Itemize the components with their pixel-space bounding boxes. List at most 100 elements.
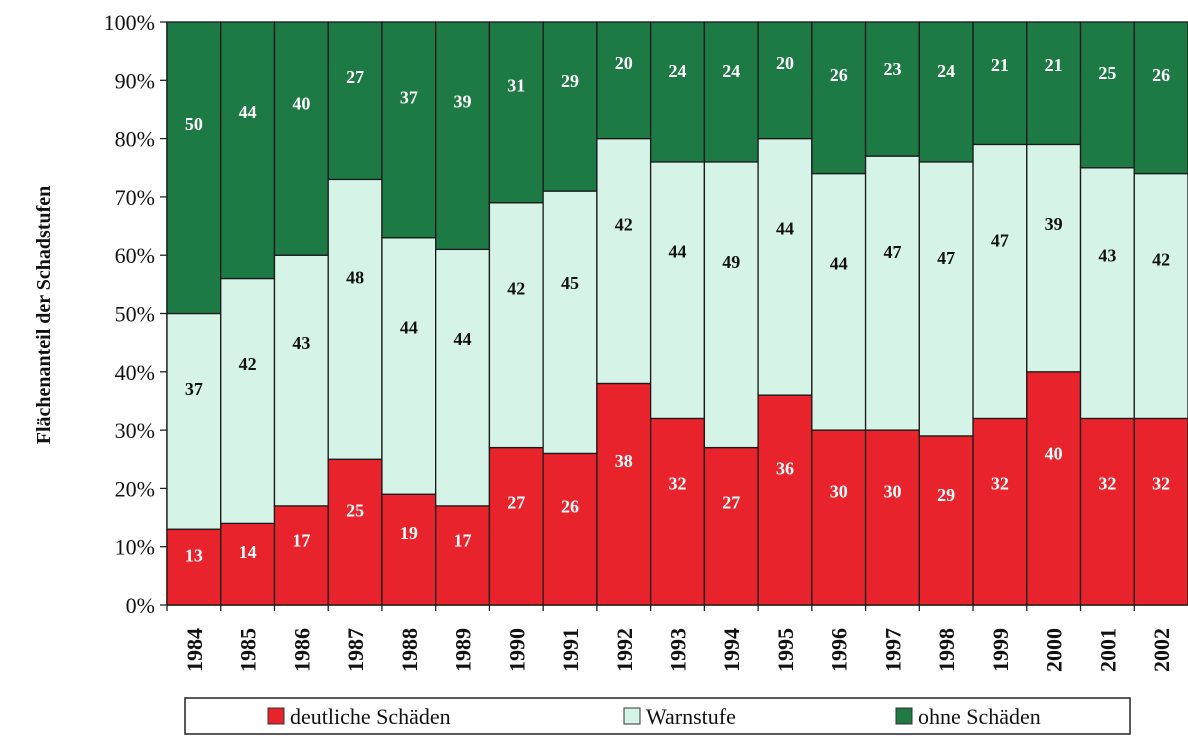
data-label-ohne-schaeden-1996: 26 (830, 65, 848, 85)
data-label-ohne-schaeden-1993: 24 (669, 61, 687, 81)
data-label-ohne-schaeden-2001: 25 (1098, 63, 1116, 83)
data-label-ohne-schaeden-1985: 44 (239, 102, 257, 122)
bar-segment-deutliche-schaeden-1986 (273, 505, 329, 606)
legend-swatch-deutliche-schaeden (267, 707, 285, 725)
bar-segment-deutliche-schaeden-1988 (381, 493, 437, 606)
bar-segment-ohne-schaeden-1999 (972, 21, 1028, 146)
data-label-ohne-schaeden-1998: 24 (937, 61, 955, 81)
x-tick-label-1995: 1995 (773, 628, 798, 672)
bar-segment-deutliche-schaeden-1990 (488, 446, 544, 606)
data-label-warnstufe-2001: 43 (1098, 245, 1116, 265)
bar-segment-warnstufe-2002 (1133, 172, 1188, 420)
bar-segment-warnstufe-1985 (220, 277, 276, 525)
bar-segment-warnstufe-2001 (1079, 167, 1135, 420)
x-tick-label-1985: 1985 (236, 628, 261, 672)
bar-segment-deutliche-schaeden-2001 (1079, 417, 1135, 606)
data-label-deutliche-schaeden-1994: 27 (722, 493, 740, 513)
data-label-ohne-schaeden-2000: 21 (1045, 55, 1063, 75)
bar-segment-ohne-schaeden-1987 (327, 21, 383, 181)
x-tick-label-1987: 1987 (343, 628, 368, 672)
x-tick-label-1991: 1991 (558, 628, 583, 672)
bar-segment-warnstufe-1994 (703, 161, 759, 449)
x-tick-label-2001: 2001 (1095, 628, 1120, 672)
bar-segment-deutliche-schaeden-1989 (435, 505, 491, 606)
data-label-warnstufe-1985: 42 (239, 354, 257, 374)
data-label-deutliche-schaeden-1996: 30 (830, 481, 848, 501)
legend-label-ohne-schaeden: ohne Schäden (918, 704, 1041, 729)
bar-segment-ohne-schaeden-1996 (811, 21, 867, 175)
bar-segment-deutliche-schaeden-1996 (811, 429, 867, 606)
data-label-deutliche-schaeden-1992: 38 (615, 451, 633, 471)
bar-segment-ohne-schaeden-1992 (596, 21, 652, 140)
bar-segment-ohne-schaeden-1985 (220, 21, 276, 280)
x-tick-label-1994: 1994 (719, 628, 744, 672)
data-label-ohne-schaeden-1990: 31 (507, 75, 525, 95)
x-tick-label-1988: 1988 (397, 628, 422, 672)
bar-segment-warnstufe-1988 (381, 237, 437, 495)
bar-segment-deutliche-schaeden-1994 (703, 446, 759, 606)
data-label-ohne-schaeden-1992: 20 (615, 53, 633, 73)
bar-segment-ohne-schaeden-2001 (1079, 21, 1135, 169)
data-label-deutliche-schaeden-1984: 13 (185, 546, 203, 566)
bar-segment-warnstufe-1984 (166, 312, 222, 530)
data-label-warnstufe-1987: 48 (346, 267, 364, 287)
x-tick-label-1986: 1986 (289, 628, 314, 672)
x-tick-label-1999: 1999 (988, 628, 1013, 672)
data-label-deutliche-schaeden-2002: 32 (1152, 474, 1170, 494)
bar-segment-deutliche-schaeden-1999 (972, 417, 1028, 606)
y-tick-label-9: 90% (115, 68, 155, 93)
legend-swatch-warnstufe (623, 707, 641, 725)
data-label-warnstufe-2000: 39 (1045, 214, 1063, 234)
bar-segment-deutliche-schaeden-1993 (649, 417, 706, 606)
data-label-deutliche-schaeden-1990: 27 (507, 493, 525, 513)
data-label-warnstufe-2002: 42 (1152, 249, 1170, 269)
legend-label-warnstufe: Warnstufe (646, 704, 736, 729)
y-tick-label-0: 0% (126, 593, 155, 618)
bar-segment-ohne-schaeden-1990 (488, 21, 544, 204)
y-tick-label-6: 60% (115, 243, 155, 268)
bar-segment-ohne-schaeden-1997 (864, 21, 920, 157)
bars-layer (166, 21, 1188, 606)
legend-box (184, 697, 1131, 735)
data-label-ohne-schaeden-1989: 39 (454, 92, 472, 112)
x-tick-label-2002: 2002 (1149, 628, 1174, 672)
data-label-deutliche-schaeden-1999: 32 (991, 474, 1009, 494)
data-label-warnstufe-1991: 45 (561, 273, 579, 293)
data-label-deutliche-schaeden-1997: 30 (883, 481, 901, 501)
bar-segment-ohne-schaeden-1984 (166, 21, 222, 315)
x-tick-label-2000: 2000 (1042, 628, 1067, 672)
data-label-deutliche-schaeden-1987: 25 (346, 500, 364, 520)
data-label-ohne-schaeden-1986: 40 (292, 94, 310, 114)
bar-segment-ohne-schaeden-1995 (757, 21, 813, 140)
data-label-warnstufe-1998: 47 (937, 248, 955, 268)
data-label-deutliche-schaeden-1993: 32 (669, 474, 687, 494)
data-label-ohne-schaeden-1995: 20 (776, 53, 794, 73)
bar-segment-ohne-schaeden-2000 (1026, 21, 1082, 146)
y-tick-label-4: 40% (115, 360, 155, 385)
data-label-ohne-schaeden-1987: 27 (346, 67, 364, 87)
x-tick-label-1984: 1984 (182, 628, 207, 672)
bar-segment-ohne-schaeden-1991 (542, 21, 598, 192)
legend-swatch-ohne-schaeden (895, 707, 913, 725)
data-label-warnstufe-1994: 49 (722, 252, 740, 272)
data-label-ohne-schaeden-1991: 29 (561, 71, 579, 91)
bar-segment-deutliche-schaeden-2000 (1026, 371, 1082, 606)
x-tick-label-1992: 1992 (612, 628, 637, 672)
data-label-warnstufe-1997: 47 (883, 242, 901, 262)
bar-segment-deutliche-schaeden-1985 (220, 522, 276, 606)
legend-label-deutliche-schaeden: deutliche Schäden (290, 704, 451, 729)
data-label-deutliche-schaeden-1998: 29 (937, 485, 955, 505)
bar-segment-deutliche-schaeden-1998 (918, 435, 974, 606)
bar-segment-warnstufe-1997 (864, 155, 920, 431)
y-tick-label-5: 50% (115, 302, 155, 327)
bar-segment-warnstufe-1987 (327, 178, 383, 460)
x-tick-label-1996: 1996 (827, 628, 852, 672)
bar-segment-deutliche-schaeden-1992 (596, 382, 652, 606)
bar-segment-warnstufe-1986 (273, 254, 329, 507)
bar-segment-warnstufe-1995 (757, 137, 813, 396)
y-tick-label-1: 10% (115, 535, 155, 560)
data-label-warnstufe-1992: 42 (615, 214, 633, 234)
bar-segment-warnstufe-1999 (972, 143, 1028, 420)
bar-segment-deutliche-schaeden-1984 (166, 528, 222, 606)
bar-segment-deutliche-schaeden-1995 (757, 394, 813, 606)
